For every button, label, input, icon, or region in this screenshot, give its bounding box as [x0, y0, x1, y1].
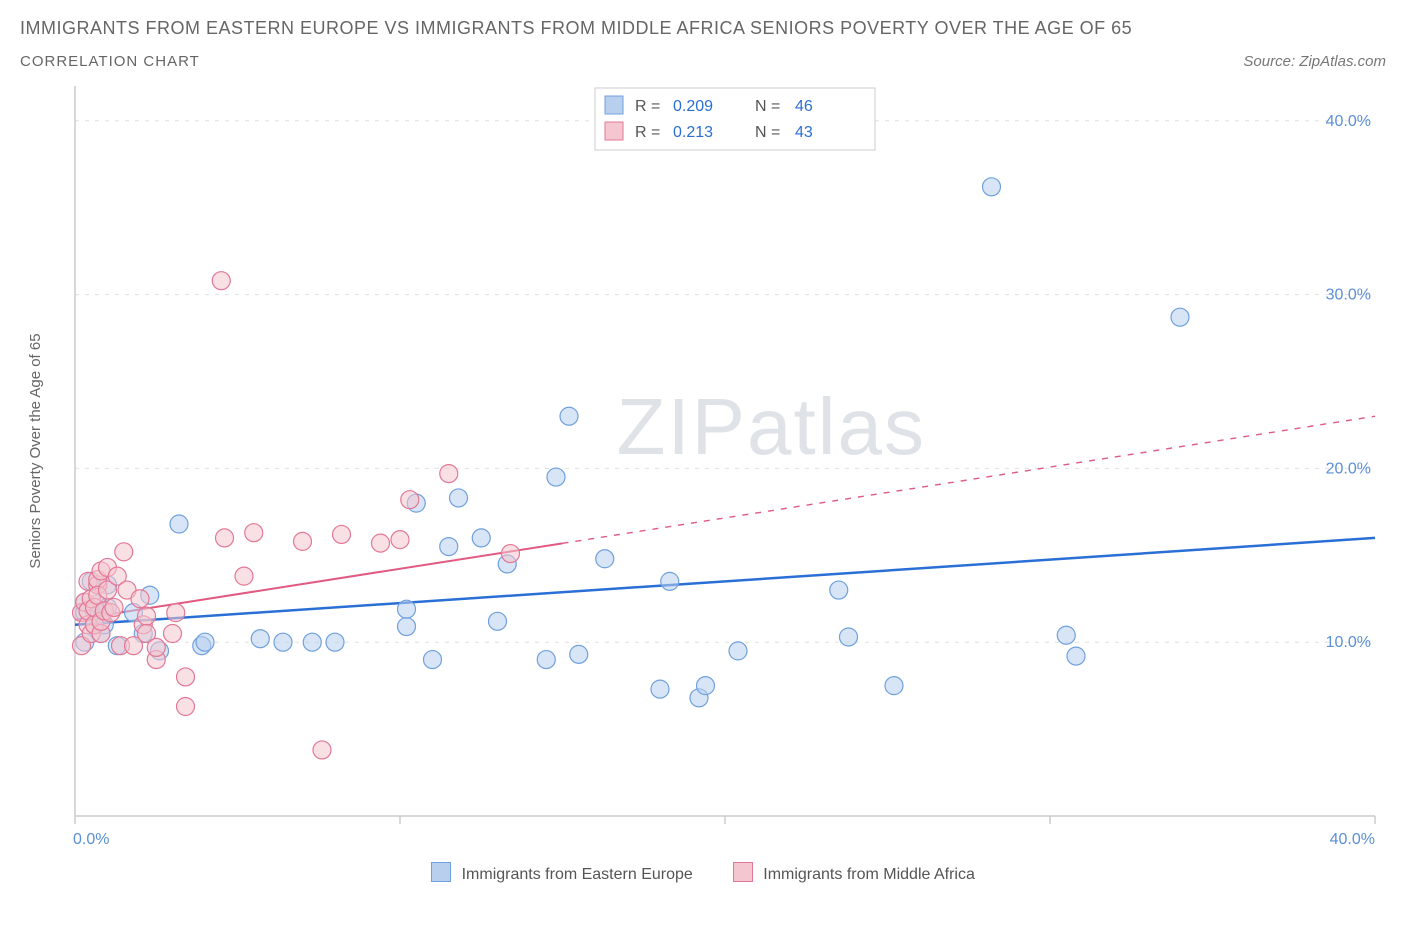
bottom-legend: Immigrants from Eastern Europe Immigrant…	[0, 856, 1406, 894]
source-credit: Source: ZipAtlas.com	[1243, 53, 1386, 70]
svg-text:R =: R =	[635, 124, 660, 141]
svg-text:20.0%: 20.0%	[1326, 460, 1371, 477]
svg-text:40.0%: 40.0%	[1330, 831, 1375, 848]
svg-text:0.209: 0.209	[673, 98, 713, 115]
legend-label-middle-africa: Immigrants from Middle Africa	[763, 866, 975, 883]
legend-item-eastern-europe: Immigrants from Eastern Europe	[431, 862, 693, 884]
svg-text:0.213: 0.213	[673, 124, 713, 141]
legend-swatch-eastern-europe	[431, 862, 451, 882]
chart-area: ZIPatlas 10.0%20.0%30.0%40.0%0.0%40.0%Se…	[20, 76, 1386, 856]
source-label: Source:	[1243, 53, 1295, 70]
legend-swatch-middle-africa	[733, 862, 753, 882]
svg-text:46: 46	[795, 98, 813, 115]
svg-text:N =: N =	[755, 124, 780, 141]
svg-text:30.0%: 30.0%	[1326, 287, 1371, 304]
svg-text:R =: R =	[635, 98, 660, 115]
scatter-chart: 10.0% 20.0% 30.0% 40.0% 0.0% 40.0% Seniors Pov…	[20, 76, 1386, 856]
legend-label-eastern-europe: Immigrants from Eastern Europe	[462, 866, 693, 883]
source-name: ZipAtlas.com	[1299, 53, 1386, 70]
chart-subtitle: CORRELATION CHART	[20, 53, 200, 70]
svg-text:0.0%: 0.0%	[73, 831, 109, 848]
svg-text:N =: N =	[755, 98, 780, 115]
svg-text:40.0%: 40.0%	[1326, 113, 1371, 130]
svg-text:Seniors Poverty Over the Age o: Seniors Poverty Over the Age of 65	[27, 333, 44, 568]
svg-text:10.0%: 10.0%	[1326, 634, 1371, 651]
legend-item-middle-africa: Immigrants from Middle Africa	[733, 862, 975, 884]
svg-text:43: 43	[795, 124, 813, 141]
chart-title: IMMIGRANTS FROM EASTERN EUROPE VS IMMIGR…	[20, 18, 1386, 39]
